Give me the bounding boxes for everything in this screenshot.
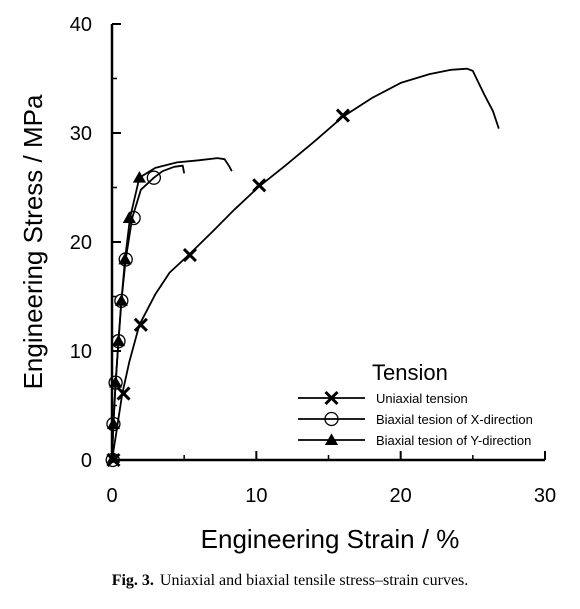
y-tick-label: 0 <box>81 450 92 472</box>
x-axis-label: Engineering Strain / % <box>201 524 460 554</box>
data-point-series-1-stroke <box>252 178 267 193</box>
legend-marker-3 <box>324 433 339 445</box>
axis-labels: Engineering Strain / % Engineering Stres… <box>18 94 459 554</box>
axes: 0 10 20 30 40 0 10 20 30 <box>70 14 556 507</box>
data-point-series-3 <box>109 376 123 388</box>
markers <box>105 108 350 468</box>
x-tick-label: 30 <box>534 485 556 507</box>
data-point-series-1-stroke <box>182 248 198 263</box>
data-point-series-1 <box>182 248 198 263</box>
x-tick-label: 20 <box>390 485 412 507</box>
legend-label-2: Biaxial tesion of X-direction <box>376 412 533 427</box>
caption-text: Uniaxial and biaxial tensile stress–stra… <box>159 572 469 589</box>
data-point-series-1 <box>116 386 131 401</box>
series-line-3 <box>111 157 233 461</box>
data-point-series-1 <box>133 317 148 332</box>
stress-strain-chart: 0 10 20 30 40 0 10 20 30 Engineering Strain / % … <box>18 14 556 554</box>
legend-title: Tension <box>372 360 448 385</box>
legend-label-3: Biaxial tesion of Y-direction <box>376 433 531 448</box>
data-point-series-3 <box>106 451 121 463</box>
data-point-series-3 <box>106 417 121 429</box>
series-line-1 <box>111 67 500 461</box>
legend-marker-1-stroke <box>324 390 339 406</box>
data-point-series-3 <box>132 171 147 183</box>
x-tick-label: 10 <box>245 485 267 507</box>
y-tick-label: 20 <box>70 232 92 254</box>
y-tick-label: 10 <box>70 341 92 363</box>
data-point-series-3 <box>114 294 128 306</box>
x-tick-label: 0 <box>106 485 117 507</box>
data-point-series-1 <box>335 108 350 123</box>
legend-marker-1 <box>324 390 339 406</box>
data-point-series-3 <box>118 252 132 265</box>
y-tick-label: 30 <box>70 123 92 145</box>
y-tick-label: 40 <box>70 14 92 36</box>
data-point-series-1-stroke <box>335 108 350 123</box>
caption-label: Fig. 3. <box>111 572 154 589</box>
legend-marker-2 <box>324 411 339 427</box>
legend-label-1: Uniaxial tension <box>376 391 468 406</box>
data-point-series-2 <box>118 252 133 267</box>
data-point-series-3 <box>122 211 136 223</box>
data-point-series-1 <box>252 178 267 193</box>
y-axis-label: Engineering Stress / MPa <box>18 94 48 389</box>
legend: Tension Uniaxial tension Biaxial tesion o… <box>298 360 533 448</box>
data-point-series-1-stroke <box>133 317 148 332</box>
data-point-series-2 <box>146 170 162 185</box>
data-point-series-3 <box>111 334 126 347</box>
data-point-series-1-stroke <box>116 386 131 401</box>
series-line-2 <box>111 164 186 461</box>
figure-caption: Fig. 3. Uniaxial and biaxial tensile stre… <box>0 572 580 590</box>
